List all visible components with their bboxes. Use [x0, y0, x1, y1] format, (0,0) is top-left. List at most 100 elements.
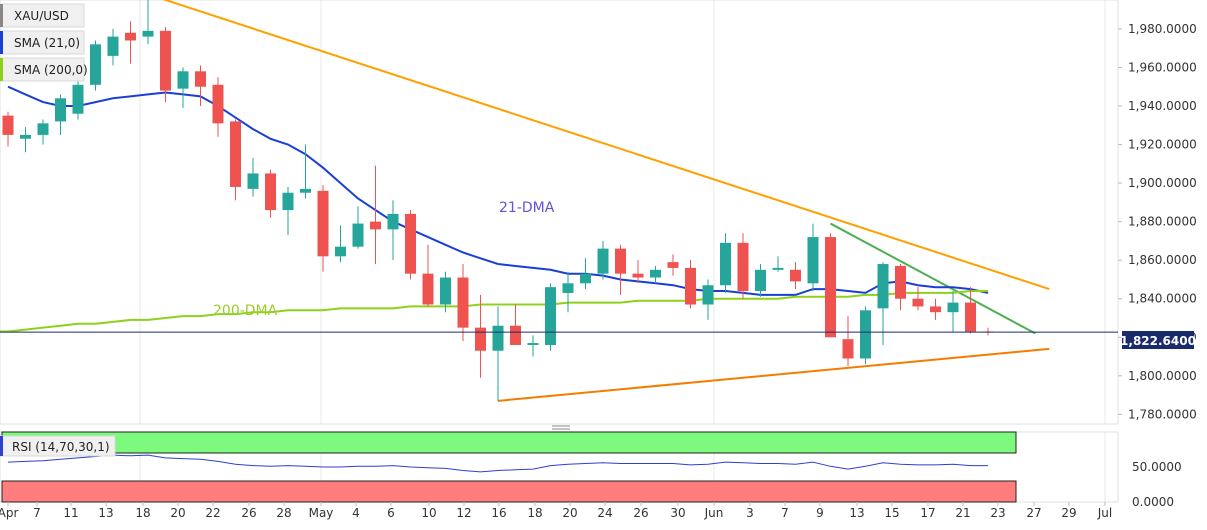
x-tick-label: 16: [491, 506, 506, 520]
annotation-21dma: 21-DMA: [499, 200, 555, 216]
candle: [422, 244, 434, 307]
legend-symbol[interactable]: XAU/USD: [0, 3, 85, 28]
rsi-legend[interactable]: RSI (14,70,30,1): [0, 435, 116, 457]
candle-body: [510, 325, 521, 345]
candle-body: [387, 213, 399, 230]
candle-body: [282, 192, 294, 211]
candle: [790, 262, 801, 290]
candle: [597, 240, 609, 280]
candle: [282, 186, 294, 236]
sma200-line: [0, 290, 988, 333]
rsi-y-tick-label: 0.0000: [1132, 495, 1174, 509]
rsi-pane: 50.0000 0.0000: [1, 431, 1182, 509]
candle: [265, 169, 276, 218]
candle-body: [177, 71, 189, 89]
candle: [457, 264, 469, 342]
x-tick-label: 13: [98, 506, 113, 520]
y-tick-label: 1,840.0000: [1128, 292, 1197, 306]
pane-splitter-handle[interactable]: [552, 425, 570, 430]
x-tick-label: 17: [920, 506, 935, 520]
candle-body: [212, 84, 224, 124]
x-tick-label: 20: [562, 506, 577, 520]
candle-body: [580, 273, 591, 284]
candle: [317, 185, 329, 272]
candle-body: [720, 242, 731, 286]
candle-body: [107, 36, 119, 56]
candle: [842, 316, 854, 367]
candle: [300, 144, 311, 199]
candle: [755, 264, 766, 297]
x-tick-label: 30: [670, 506, 685, 520]
last-price-marker: 1,822.6400: [1120, 331, 1196, 349]
legend-symbol-label: XAU/USD: [14, 9, 69, 23]
legend-sma21[interactable]: SMA (21,0): [0, 30, 85, 55]
x-tick-label: 3: [746, 506, 754, 520]
x-tick-label: 23: [990, 506, 1005, 520]
rsi-oversold-band: [1, 480, 1017, 503]
x-tick-label: Jul: [1097, 506, 1112, 520]
x-tick-label: 28: [276, 506, 291, 520]
candle: [335, 225, 346, 263]
candle: [2, 111, 14, 147]
candle-body: [755, 269, 766, 292]
legend-sma21-label: SMA (21,0): [14, 36, 80, 50]
candle-body: [352, 223, 364, 247]
candle: [247, 158, 259, 197]
candle: [772, 256, 784, 272]
candle-body: [247, 173, 259, 189]
x-tick-label: 12: [456, 506, 471, 520]
candle: [807, 223, 819, 292]
candle-body: [527, 343, 539, 345]
candle: [650, 265, 661, 284]
candle-body: [370, 221, 381, 230]
candle: [352, 206, 364, 249]
x-tick-label: 27: [1026, 506, 1041, 520]
candle-body: [72, 84, 84, 114]
candle-body: [562, 283, 574, 293]
candle-body: [457, 277, 469, 328]
legend-sma200[interactable]: SMA (200,0): [0, 57, 88, 82]
candle-body: [772, 267, 784, 270]
candle-body: [737, 242, 749, 292]
candle-body: [2, 115, 14, 135]
candle: [405, 210, 416, 280]
x-tick-label: 13: [849, 506, 864, 520]
x-tick-label: 9: [816, 506, 824, 520]
candle: [370, 165, 381, 265]
x-tick-label: 11: [63, 506, 78, 520]
candle-body: [930, 306, 941, 313]
candle-body: [160, 30, 171, 91]
candle: [160, 26, 171, 103]
candles: [2, 0, 994, 401]
candle: [440, 271, 451, 313]
x-tick-label: 24: [597, 506, 612, 520]
trend-line-support: [497, 347, 1050, 402]
candle: [230, 119, 241, 201]
candle: [562, 271, 574, 313]
x-tick-label: 7: [781, 506, 789, 520]
x-tick-label: 4: [352, 506, 360, 520]
candle: [510, 304, 521, 345]
x-tick-label: 10: [421, 506, 436, 520]
candle-body: [912, 298, 924, 307]
candle: [912, 287, 924, 311]
candle: [55, 94, 66, 135]
x-tick-label: 6: [387, 506, 395, 520]
main-pane-border: [0, 0, 1119, 425]
candle-body: [55, 98, 66, 122]
candle: [37, 119, 49, 145]
candle: [492, 306, 504, 401]
candle: [667, 254, 679, 276]
candle: [737, 233, 749, 299]
candle-body: [860, 310, 871, 359]
candle-body: [545, 287, 556, 345]
candle-body: [90, 44, 101, 85]
candle: [387, 200, 399, 261]
x-tick-label: 7: [33, 506, 41, 520]
axes: 1,980.0000 1,960.0000 1,940.0000 1,920.0000…: [0, 22, 1197, 520]
candle-body: [142, 30, 154, 37]
last-price-label: 1,822.6400: [1120, 334, 1196, 348]
candle-body: [317, 190, 329, 257]
